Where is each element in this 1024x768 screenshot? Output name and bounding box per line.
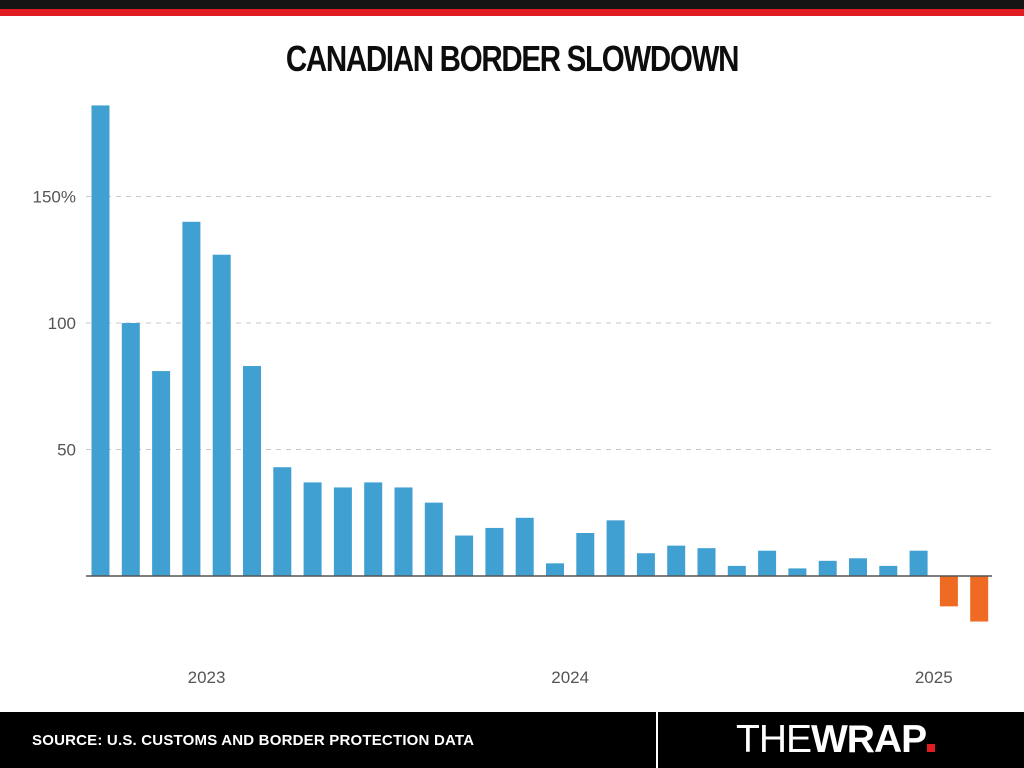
top-bar-red (0, 9, 1024, 16)
footer-divider (656, 712, 658, 768)
bar (303, 482, 322, 576)
bar (455, 535, 474, 576)
y-tick-label: 100 (48, 314, 76, 333)
top-bar-dark (0, 0, 1024, 9)
x-tick-label: 2024 (551, 668, 589, 687)
bar (636, 553, 655, 576)
x-tick-label: 2025 (915, 668, 953, 687)
bar (849, 558, 867, 576)
bar (91, 105, 110, 577)
bar (243, 366, 261, 576)
bar (485, 527, 504, 576)
bar (727, 565, 746, 576)
bar (424, 502, 443, 576)
logo-the-text: THE (736, 718, 812, 761)
bar (667, 545, 686, 576)
bar (515, 517, 534, 576)
bar-chart: 50 100 150% 2023 2024 2025 (33, 105, 992, 687)
bar (152, 371, 171, 576)
bar (394, 487, 413, 576)
bar (121, 323, 140, 576)
bar (818, 560, 837, 576)
bar (182, 221, 201, 577)
x-tick-label: 2023 (188, 668, 226, 687)
bar (758, 550, 777, 576)
logo-dot (927, 744, 936, 752)
bar (970, 576, 989, 622)
bar (879, 565, 898, 576)
bar (273, 467, 292, 576)
bar (546, 563, 564, 576)
bar (939, 576, 958, 607)
bar (333, 487, 352, 576)
chart-title: CANADIAN BORDER SLOWDOWN (285, 38, 740, 79)
bar (576, 532, 595, 576)
bar (697, 548, 716, 576)
bar (909, 550, 928, 576)
bar (212, 254, 231, 576)
bar (364, 482, 383, 576)
footer-bar: SOURCE: U.S. CUSTOMS AND BORDER PROTECTI… (0, 712, 1024, 768)
y-tick-label: 50 (57, 441, 76, 460)
source-note: SOURCE: U.S. CUSTOMS AND BORDER PROTECTI… (32, 732, 475, 749)
y-tick-label: 150% (33, 188, 76, 207)
logo-wrap-text: WRAP (811, 718, 927, 761)
bar (788, 568, 807, 576)
bar (606, 520, 625, 576)
thewrap-logo[interactable]: THEWRAP (736, 718, 936, 761)
